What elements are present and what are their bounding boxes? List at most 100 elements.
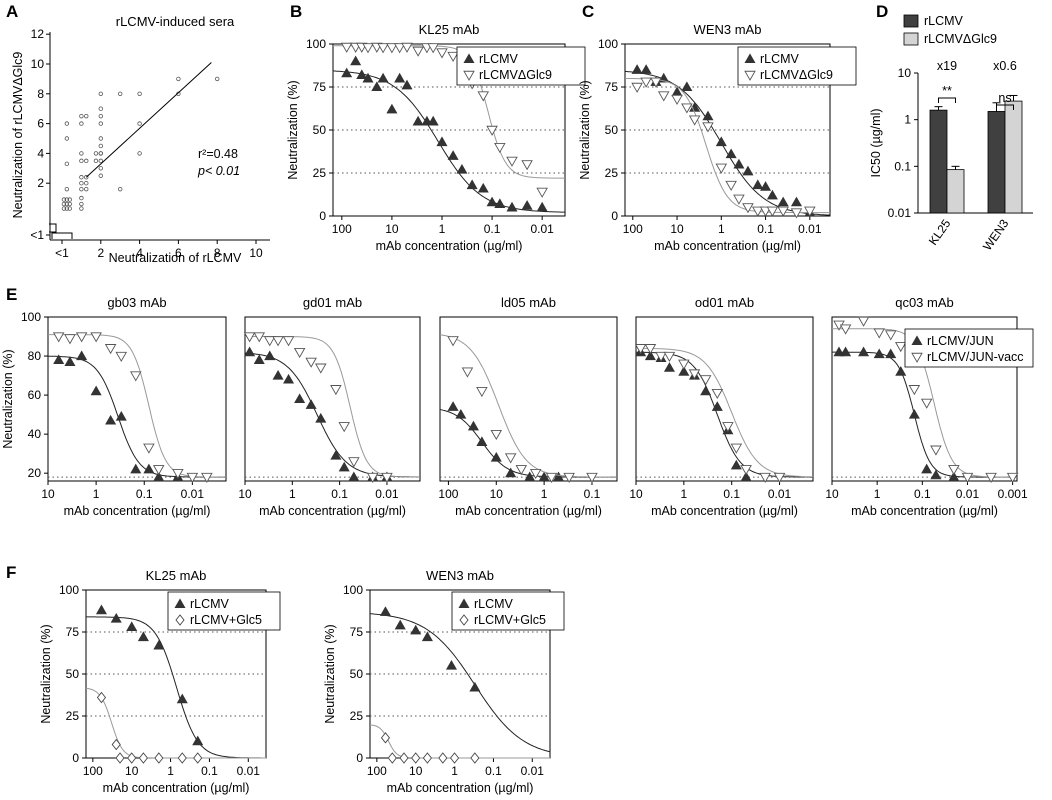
x-tick-label: 0.01 <box>237 764 261 778</box>
y-tick-label: 50 <box>66 667 80 681</box>
data-point <box>725 180 737 191</box>
data-point <box>563 472 575 484</box>
data-point <box>436 136 448 147</box>
data-point <box>115 351 128 362</box>
data-point <box>356 69 368 80</box>
data-point <box>422 752 432 764</box>
data-point <box>930 469 942 480</box>
data-point <box>715 163 728 174</box>
plot-frame <box>439 316 618 482</box>
legend-swatch <box>903 14 919 28</box>
panel-c-wen3: C WEN3 mAb mAb concentration (µg/ml) Neutr… <box>578 2 857 253</box>
data-point <box>79 195 84 201</box>
data-point <box>631 82 643 93</box>
y-tick-label: <1 <box>30 228 44 242</box>
data-point <box>84 186 89 192</box>
data-point <box>153 471 165 482</box>
data-point <box>640 77 652 88</box>
fit-curve-1 <box>624 70 831 216</box>
y-axis-label: Neutralization (%) <box>578 80 592 179</box>
data-point <box>348 471 360 482</box>
data-point <box>98 158 103 164</box>
data-point <box>138 752 148 764</box>
x-tick-label: 0.01 <box>798 222 822 236</box>
legend-marker <box>911 335 923 346</box>
data-point <box>330 385 342 396</box>
data-point <box>536 187 548 198</box>
y-tick-label: 4 <box>37 146 44 160</box>
x-axis-label: mAb concentration (µg/ml) <box>259 504 406 518</box>
y-tick-label: 0 <box>72 751 79 765</box>
data-point <box>412 46 424 57</box>
data-point <box>154 752 164 764</box>
data-point <box>377 43 389 54</box>
data-point <box>176 693 188 704</box>
data-point <box>315 412 327 423</box>
y-tick-label: 100 <box>59 583 79 597</box>
data-point <box>524 471 536 482</box>
data-point <box>545 472 558 484</box>
data-point <box>93 151 99 156</box>
category-label: KL25 <box>926 216 954 247</box>
data-point <box>663 362 675 372</box>
data-point <box>79 175 84 180</box>
data-point <box>1006 472 1019 484</box>
x-tick-label: 10 <box>125 764 139 778</box>
data-point <box>412 115 424 126</box>
data-point <box>64 206 70 211</box>
x-tick-label: 0.01 <box>181 487 205 501</box>
data-point <box>436 48 448 59</box>
data-point <box>105 414 117 425</box>
data-point <box>447 336 459 347</box>
data-point <box>730 459 742 470</box>
data-point <box>79 158 84 164</box>
panel-f-glc5: F KL25 mAb mAb concentration (µg/ml) Neutr… <box>6 563 565 795</box>
data-point <box>272 369 284 380</box>
data-point <box>377 72 389 83</box>
data-point <box>79 121 84 126</box>
data-point <box>857 316 870 327</box>
data-point <box>985 472 997 484</box>
data-point <box>461 367 474 378</box>
data-point <box>214 76 220 82</box>
chart-title: WEN3 mAb <box>694 22 762 37</box>
data-point <box>678 359 690 370</box>
data-point <box>538 471 550 482</box>
x-tick-label: 0.01 <box>768 487 792 501</box>
chart-title: WEN3 mAb <box>426 568 494 583</box>
fit-curve-1 <box>439 409 617 478</box>
data-point <box>67 197 72 202</box>
data-point <box>486 196 498 207</box>
plot-frame <box>635 316 814 482</box>
y-tick-label: 100 <box>343 583 363 597</box>
data-point <box>64 334 76 345</box>
legend-marker <box>911 352 923 363</box>
data-point <box>129 371 142 382</box>
y-tick-label: 20 <box>28 466 42 480</box>
data-point <box>494 143 506 154</box>
data-point <box>504 453 517 464</box>
panel-d-ic50-bars: D IC50 (µg/ml) 0.01 0.1 1 10 rLCMV rLCMVΔGlc9 K… <box>869 2 1033 253</box>
data-point <box>760 181 772 191</box>
data-point <box>137 631 149 642</box>
data-point <box>98 173 103 178</box>
data-point <box>61 201 67 207</box>
data-point <box>421 631 433 642</box>
panel-letter-d: D <box>876 2 888 21</box>
data-point <box>447 150 459 160</box>
data-point <box>380 732 391 744</box>
y-tick-label: 75 <box>605 80 619 94</box>
data-point <box>137 151 142 156</box>
data-point <box>104 344 117 355</box>
data-point <box>152 465 165 476</box>
panel-b-kl25: B KL25 mAb mAb concentration (µg/ml) Neutr… <box>286 2 586 253</box>
data-point <box>948 465 960 476</box>
data-point <box>399 752 409 764</box>
x-tick-label: 4 <box>136 246 143 260</box>
data-point <box>447 401 459 411</box>
data-point <box>521 200 533 210</box>
y-tick-label: 2 <box>37 176 44 190</box>
fit-curve-2 <box>439 334 617 478</box>
x-tick-label: 0.1 <box>331 487 348 501</box>
data-point <box>833 346 845 357</box>
